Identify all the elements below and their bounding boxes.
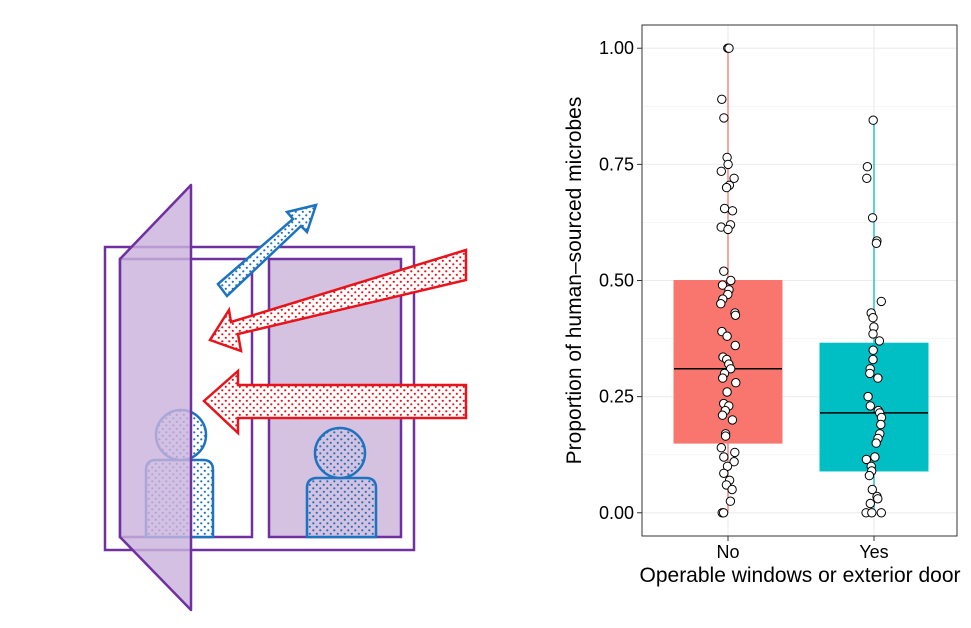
data-point: [721, 182, 732, 193]
data-point: [716, 443, 726, 453]
data-point: [718, 508, 729, 518]
open-window-sash: [118, 183, 193, 612]
data-point: [719, 468, 729, 478]
data-point: [719, 452, 729, 462]
data-point: [727, 484, 737, 495]
data-point: [873, 494, 883, 504]
data-point: [876, 296, 886, 307]
data-point: [730, 447, 740, 458]
x-tick-label-yes: Yes: [859, 542, 888, 562]
outdoor-air-arrow-icon: [202, 368, 468, 436]
data-point: [874, 336, 885, 346]
data-point: [873, 373, 883, 383]
y-axis-title: Proportion of human–sourced microbes: [563, 97, 586, 465]
data-point: [716, 166, 726, 177]
data-point: [876, 419, 886, 430]
data-point: [867, 508, 877, 518]
data-point: [868, 345, 878, 355]
y-tick-label: 1.00: [599, 38, 634, 58]
data-point: [876, 508, 886, 518]
data-point: [726, 275, 736, 286]
data-point: [720, 431, 731, 441]
data-point: [865, 498, 875, 509]
data-point: [730, 310, 741, 320]
axes: 0.00 0.25 0.50 0.75 1.00 No Yes: [599, 38, 889, 562]
data-point: [725, 496, 736, 506]
boxplot-chart: 0.00 0.25 0.50 0.75 1.00 No Yes Proportion of …: [563, 24, 961, 587]
data-point: [729, 457, 739, 467]
data-point: [868, 354, 878, 365]
x-tick-label-no: No: [716, 542, 739, 562]
data-point: [730, 340, 740, 351]
data-point: [729, 173, 739, 184]
data-point: [867, 213, 878, 223]
data-point: [723, 224, 733, 235]
data-point: [868, 329, 878, 339]
data-point: [718, 373, 728, 383]
data-point: [716, 299, 726, 309]
data-point: [871, 238, 882, 249]
outdoor-air-arrow-icon: [208, 248, 468, 353]
data-point: [864, 470, 875, 481]
data-points: [716, 43, 887, 518]
data-point: [723, 159, 733, 170]
data-point: [724, 43, 734, 53]
data-point: [726, 364, 736, 374]
y-tick-label: 0.25: [599, 387, 634, 407]
data-point: [862, 173, 872, 184]
data-point: [719, 266, 729, 276]
occupant-right-head: [313, 426, 367, 480]
data-point: [722, 331, 732, 341]
boxes: [673, 280, 929, 472]
data-point: [727, 206, 738, 216]
data-point: [717, 410, 728, 420]
occupant-right-body: [305, 476, 378, 539]
data-point: [727, 415, 738, 425]
data-point: [722, 387, 732, 397]
data-point: [731, 378, 741, 388]
data-point: [871, 438, 881, 448]
data-point: [719, 203, 730, 214]
data-point: [865, 368, 875, 379]
y-tick-label: 0.00: [599, 503, 634, 523]
y-tick-label: 0.75: [599, 154, 634, 174]
data-point: [717, 280, 728, 290]
data-point: [870, 452, 880, 462]
data-point: [868, 115, 878, 125]
x-axis-title: Operable windows or exterior door: [640, 564, 961, 587]
exhaust-air-arrow-icon: [216, 203, 318, 298]
data-point: [719, 113, 729, 123]
box-no: [673, 280, 783, 444]
data-point: [868, 313, 878, 323]
data-point: [865, 401, 875, 411]
data-point: [861, 454, 872, 465]
data-point: [862, 162, 873, 172]
data-point: [867, 484, 877, 495]
y-tick-label: 0.50: [599, 271, 634, 291]
data-point: [863, 391, 873, 402]
data-point: [717, 94, 727, 105]
